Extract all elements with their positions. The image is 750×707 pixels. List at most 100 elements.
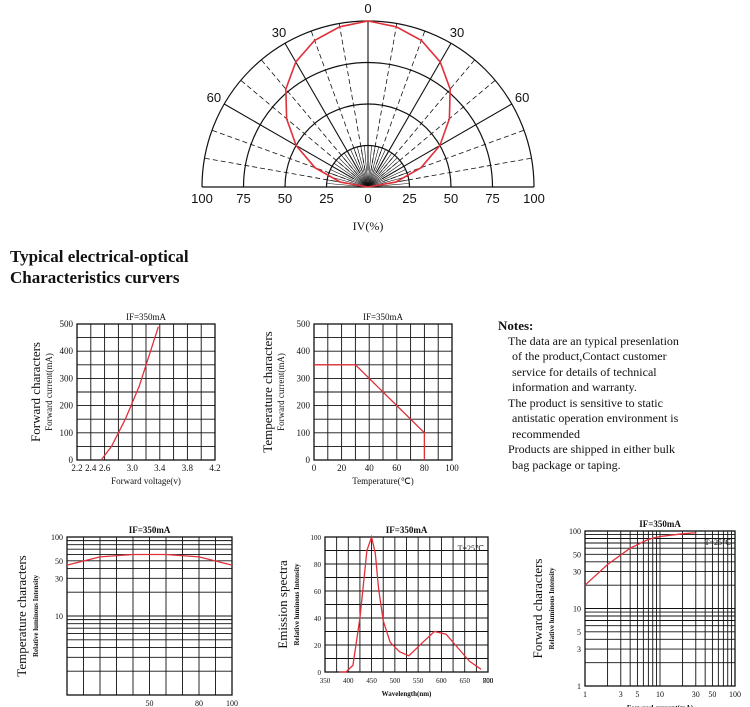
polar-scale-label: 100 — [191, 191, 213, 206]
plot-frame — [76, 323, 216, 461]
x-tick-label: 100 — [445, 463, 459, 473]
polar-spoke-inner — [367, 145, 372, 188]
chart-title: IF=350mA — [126, 312, 167, 322]
x-tick-label: 2.4 — [85, 463, 97, 473]
note-line: information and warranty. — [512, 380, 637, 394]
x-tick-label: 2.2 — [71, 463, 82, 473]
x-tick-label: 3.4 — [154, 463, 166, 473]
y-axis-label: Forward characters — [28, 342, 43, 442]
forward-voltage-chart: 2.2 2.4 2.6 3.0 3.4 3.8 4.2 0 100 200 300 400 500 IF=… — [28, 312, 221, 486]
x-tick-label: 3 — [619, 690, 623, 699]
polar-angle-label: 30 — [450, 25, 464, 40]
x-tick-label: 450 — [366, 677, 377, 685]
y-tick-label: 10 — [55, 612, 63, 621]
x-tick-label: 700 — [483, 677, 494, 685]
polar-angle-label: 60 — [515, 90, 529, 105]
y-tick-label: 30 — [55, 574, 63, 583]
polar-scale-label: 100 — [523, 191, 545, 206]
plot-frame — [324, 536, 489, 673]
y-axis-label: Temperature characters — [14, 555, 29, 676]
y-tick-label: 300 — [297, 373, 311, 383]
y-tick-label: 300 — [60, 373, 74, 383]
y-tick-label: 0 — [318, 669, 322, 677]
polar-spoke-inner — [328, 172, 369, 188]
y-tick-label: 400 — [297, 346, 311, 356]
polar-angle-label: 30 — [272, 25, 286, 40]
polar-scale-label: 25 — [402, 191, 416, 206]
chart-title: IF=350mA — [363, 312, 404, 322]
polar-spoke-inner — [360, 146, 369, 188]
polar-spoke-inner — [330, 169, 369, 188]
polar-spoke-inner — [341, 155, 369, 188]
y-tick-label: 400 — [60, 346, 74, 356]
notes-panel: Notes: The data are an typical presenlat… — [498, 318, 738, 473]
note-line: antistatic operation environment is — [512, 411, 679, 425]
polar-angle-label: 60 — [207, 90, 221, 105]
note-line: The product is sensitive to static — [508, 395, 663, 410]
polar-spoke-inner — [353, 147, 369, 188]
x-tick-label: 4.2 — [209, 463, 220, 473]
y-tick-label: 500 — [297, 319, 311, 329]
polar-spoke-inner — [367, 172, 408, 188]
x-tick-label: 650 — [459, 677, 470, 685]
y-tick-label: 3 — [577, 645, 581, 654]
x-axis-label: Temperature(℃) — [352, 476, 413, 486]
polar-scale-label: 0 — [364, 191, 371, 206]
polar-spoke-inner — [367, 157, 398, 188]
polar-angle-label: 0 — [364, 1, 371, 16]
y-tick-label: 60 — [314, 588, 322, 596]
y-axis-sublabel: Relative luminous Intensity — [548, 567, 556, 650]
note-item: The product is sensitive to static antis… — [508, 396, 738, 443]
polar-spoke-inner — [336, 160, 369, 188]
x-tick-label: 10 — [656, 690, 664, 699]
plot-frame — [66, 536, 233, 696]
polar-spoke-inner — [338, 157, 369, 188]
plot-frame — [584, 530, 736, 687]
polar-spoke-inner — [350, 149, 369, 188]
polar-radiation-chart: 0 30 30 60 60 100 75 50 25 0 25 50 75 100 IV(%) — [191, 1, 545, 233]
polar-spoke-inner — [367, 160, 400, 188]
plot-frame — [313, 323, 453, 461]
polar-spoke-inner — [367, 147, 383, 188]
polar-scale-label: 75 — [236, 191, 250, 206]
chart-title: IF=350mA — [129, 525, 171, 535]
x-tick-label: 80 — [195, 699, 203, 707]
x-axis-label: Forward current(mA) — [627, 704, 694, 707]
polar-spoke — [370, 23, 398, 171]
x-tick-label: 30 — [692, 690, 700, 699]
x-tick-label: 80 — [420, 463, 430, 473]
y-axis-sublabel: Forward current(mA) — [276, 353, 286, 431]
x-tick-label: 0 — [312, 463, 317, 473]
polar-spoke-inner — [343, 152, 369, 188]
polar-spoke-inner — [367, 155, 395, 188]
series-line — [66, 553, 233, 566]
polar-spoke-inner — [364, 145, 369, 188]
y-tick-label: 0 — [69, 455, 74, 465]
polar-spoke-inner — [346, 150, 369, 188]
y-axis-label: Emission spectra — [275, 560, 290, 649]
polar-axis-label: IV(%) — [353, 219, 384, 233]
x-tick-label: 800 — [483, 677, 494, 685]
x-tick-label: 60 — [392, 463, 402, 473]
y-axis-label: Forward characters — [530, 559, 545, 659]
x-tick-label: 500 — [390, 677, 401, 685]
polar-spoke-inner — [367, 169, 406, 188]
note-line: Products are shipped in either bulk — [508, 442, 675, 456]
note-line: of the product,Contact customer — [512, 349, 667, 363]
current-luminous-chart: 1 3 5 10 30 50 100 1 3 5 10 30 50 100 IF=350mA T=25℃ For… — [530, 519, 741, 707]
x-tick-label: 100 — [226, 699, 238, 707]
note-item: Products are shipped in either bulk bag … — [508, 442, 738, 473]
y-tick-label: 100 — [569, 527, 581, 536]
y-tick-label: 100 — [311, 534, 322, 542]
x-tick-label: 400 — [343, 677, 354, 685]
x-tick-label: 350 — [320, 677, 331, 685]
x-tick-label: 100 — [729, 690, 741, 699]
x-tick-label: 3.8 — [182, 463, 194, 473]
polar-scale-label: 75 — [485, 191, 499, 206]
y-axis-sublabel: Relative luminous Intensity — [32, 574, 40, 657]
y-tick-label: 10 — [573, 605, 581, 614]
polar-spoke-inner — [367, 152, 393, 188]
polar-scale-label: 50 — [444, 191, 458, 206]
